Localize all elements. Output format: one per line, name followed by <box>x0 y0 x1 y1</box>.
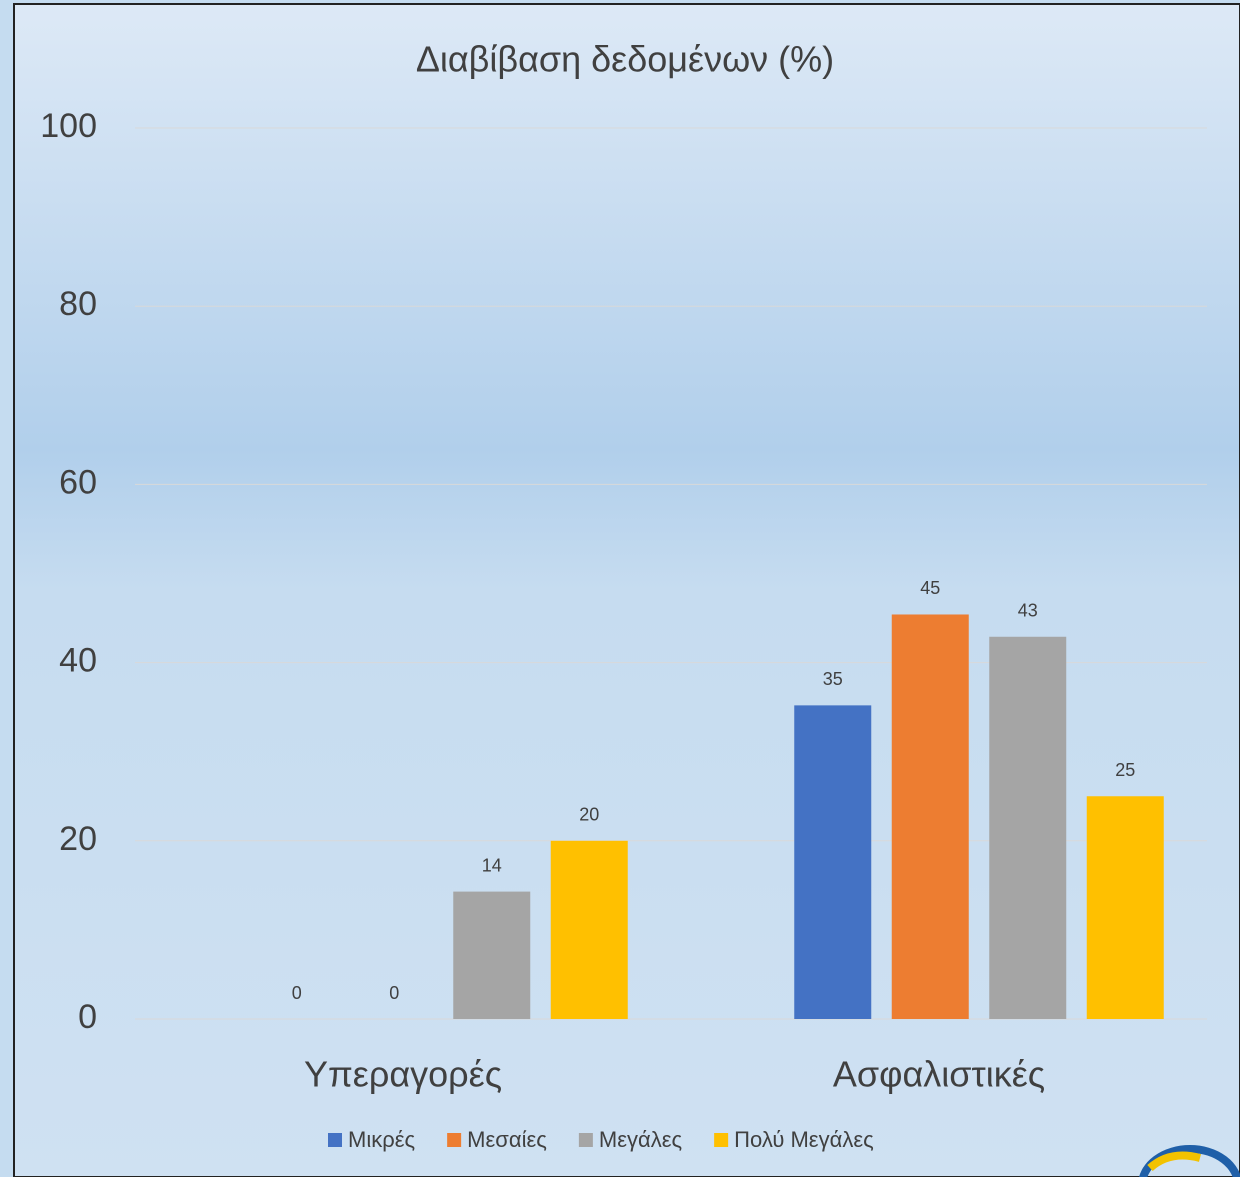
y-tick-label: 80 <box>59 285 97 323</box>
bar <box>891 614 969 1019</box>
legend-swatch <box>714 1133 729 1147</box>
bar <box>989 636 1067 1019</box>
y-tick-label: 20 <box>59 820 97 858</box>
data-label: 14 <box>482 855 502 875</box>
y-tick-label: 0 <box>78 998 97 1036</box>
data-label: 0 <box>389 983 399 1003</box>
x-tick-label: Ασφαλιστικές <box>833 1054 1045 1095</box>
legend-label: Μικρές <box>348 1127 415 1152</box>
legend-swatch <box>328 1133 342 1147</box>
legend-swatch <box>447 1133 462 1147</box>
data-label: 43 <box>1018 601 1038 621</box>
data-label: 25 <box>1115 760 1135 780</box>
bar <box>794 705 872 1019</box>
legend-label: Μεγάλες <box>599 1127 682 1152</box>
legend-label: Μεσαίες <box>467 1127 547 1152</box>
bar <box>453 891 531 1019</box>
data-label: 0 <box>292 983 302 1003</box>
legend-swatch <box>578 1133 593 1147</box>
x-tick-label: Υπεραγορές <box>304 1054 502 1095</box>
chart-title: Διαβίβαση δεδομένων (%) <box>416 39 834 80</box>
logo <box>1139 1145 1240 1177</box>
data-label: 20 <box>579 805 599 825</box>
bar <box>550 840 628 1019</box>
legend-label: Πολύ Μεγάλες <box>734 1127 874 1152</box>
y-tick-label: 40 <box>59 642 97 680</box>
data-label: 45 <box>920 578 940 598</box>
y-tick-label: 100 <box>40 107 97 145</box>
y-tick-label: 60 <box>59 463 97 501</box>
data-label: 35 <box>823 669 843 689</box>
bar <box>1086 796 1164 1019</box>
